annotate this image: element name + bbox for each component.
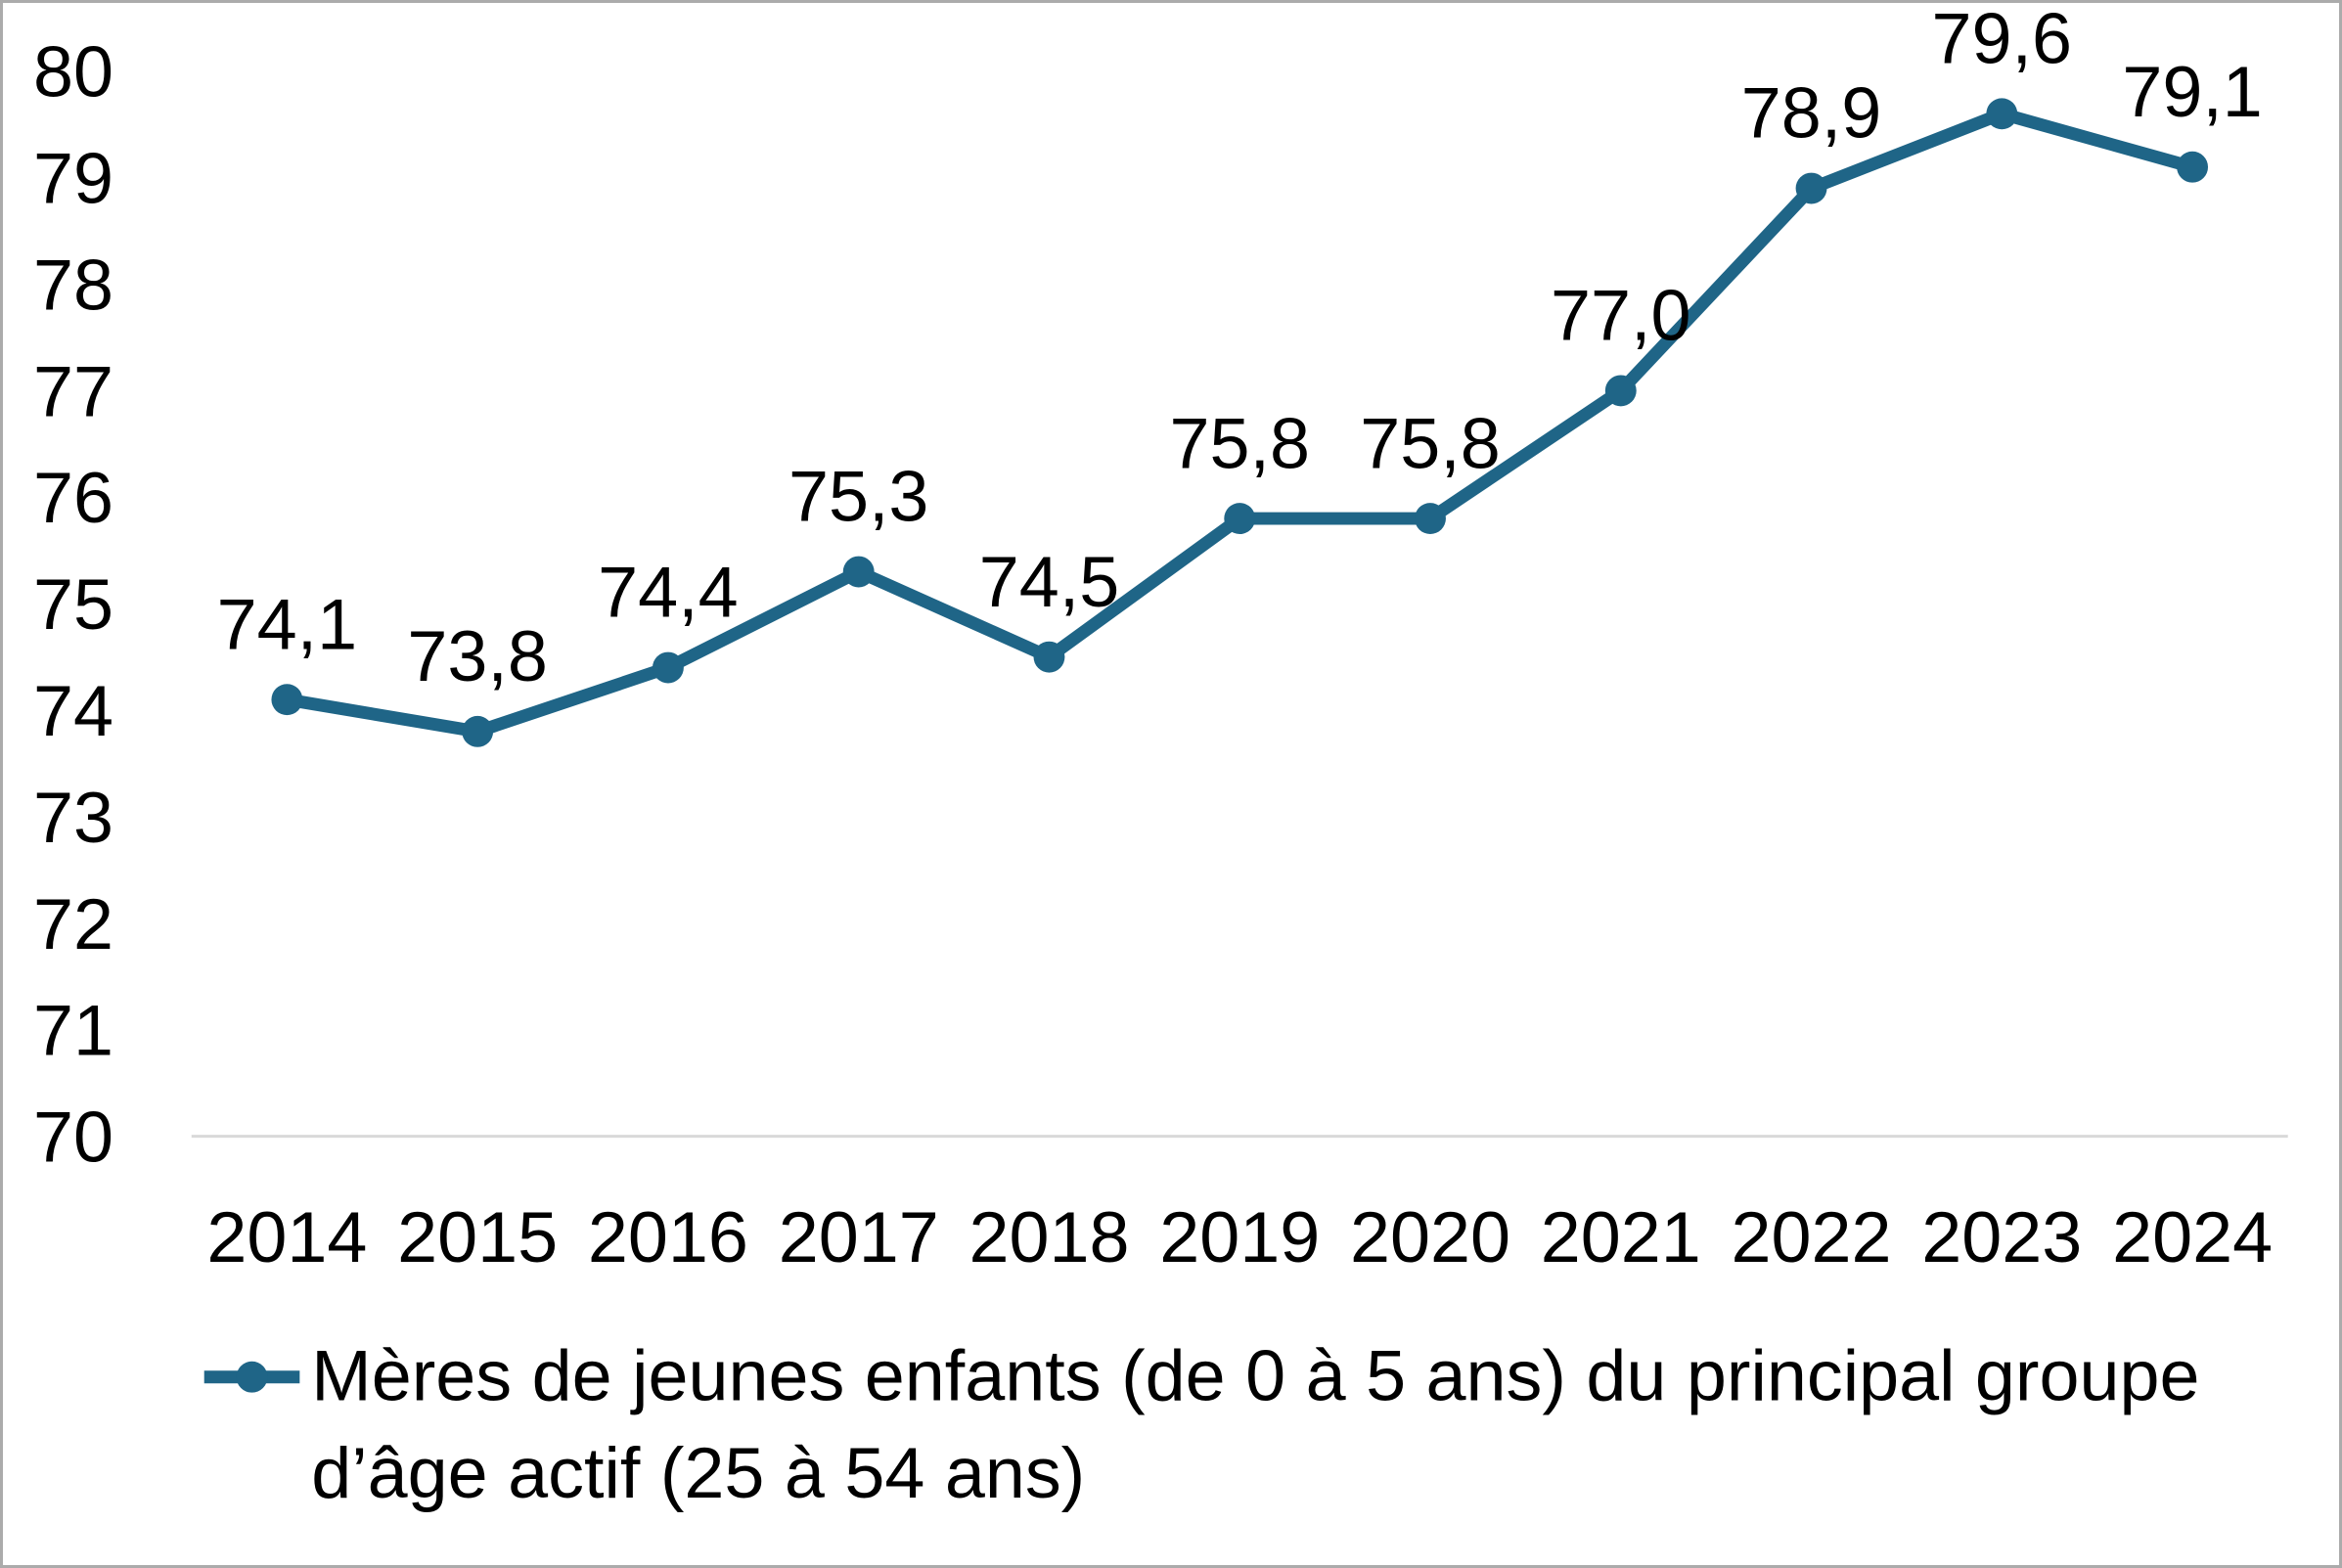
data-point (1224, 503, 1256, 535)
data-label: 74,1 (217, 583, 357, 664)
data-label: 74,5 (979, 541, 1119, 622)
data-label: 75,8 (1360, 402, 1500, 483)
data-label: 79,1 (2122, 51, 2262, 132)
data-label: 73,8 (407, 615, 547, 696)
data-point (1604, 375, 1637, 407)
y-tick-label: 76 (33, 457, 113, 538)
x-tick-label: 2018 (968, 1196, 1129, 1277)
data-label: 75,3 (788, 456, 928, 537)
legend-label-line1: Mères de jeunes enfants (de 0 à 5 ans) d… (311, 1335, 2199, 1416)
y-tick-label: 79 (33, 138, 113, 219)
y-tick-label: 77 (33, 350, 113, 431)
y-tick-label: 70 (33, 1097, 113, 1178)
y-tick-label: 78 (33, 244, 113, 325)
data-point (2177, 151, 2209, 183)
y-tick-label: 71 (33, 990, 113, 1071)
x-tick-label: 2024 (2112, 1196, 2273, 1277)
data-point (1986, 98, 2018, 130)
data-label: 79,6 (1932, 3, 2072, 78)
x-tick-label: 2017 (779, 1196, 939, 1277)
data-label: 78,9 (1741, 72, 1881, 154)
data-point (1795, 172, 1827, 204)
data-point (271, 684, 303, 716)
y-tick-label: 73 (33, 777, 113, 858)
x-tick-label: 2023 (1921, 1196, 2082, 1277)
data-label: 77,0 (1551, 275, 1690, 356)
x-tick-label: 2022 (1732, 1196, 1892, 1277)
legend-label-line2: d’âge actif (25 à 54 ans) (311, 1432, 1085, 1513)
y-tick-label: 72 (33, 883, 113, 964)
x-tick-label: 2015 (397, 1196, 558, 1277)
plot-area: 70 71 72 73 74 75 76 77 78 79 80 2014 2015 2016 2017 20… (33, 3, 2288, 1277)
legend-key-marker-icon (236, 1361, 268, 1393)
line-chart: 70 71 72 73 74 75 76 77 78 79 80 2014 2015 2016 2017 20… (33, 3, 2288, 1513)
data-label: 74,4 (598, 552, 738, 633)
y-tick-label: 80 (33, 31, 113, 112)
x-tick-label: 2021 (1541, 1196, 1701, 1277)
legend: Mères de jeunes enfants (de 0 à 5 ans) d… (203, 1335, 2199, 1513)
data-point (652, 651, 684, 684)
x-tick-label: 2020 (1350, 1196, 1510, 1277)
x-tick-label: 2019 (1159, 1196, 1320, 1277)
y-tick-label: 74 (33, 670, 113, 751)
data-point (462, 715, 494, 747)
x-tick-label: 2014 (206, 1196, 367, 1277)
data-label: 75,8 (1169, 402, 1309, 483)
data-point (1033, 641, 1065, 673)
data-point (1415, 503, 1446, 535)
y-tick-label: 75 (33, 563, 113, 645)
data-point (842, 556, 875, 588)
x-tick-label: 2016 (588, 1196, 748, 1277)
